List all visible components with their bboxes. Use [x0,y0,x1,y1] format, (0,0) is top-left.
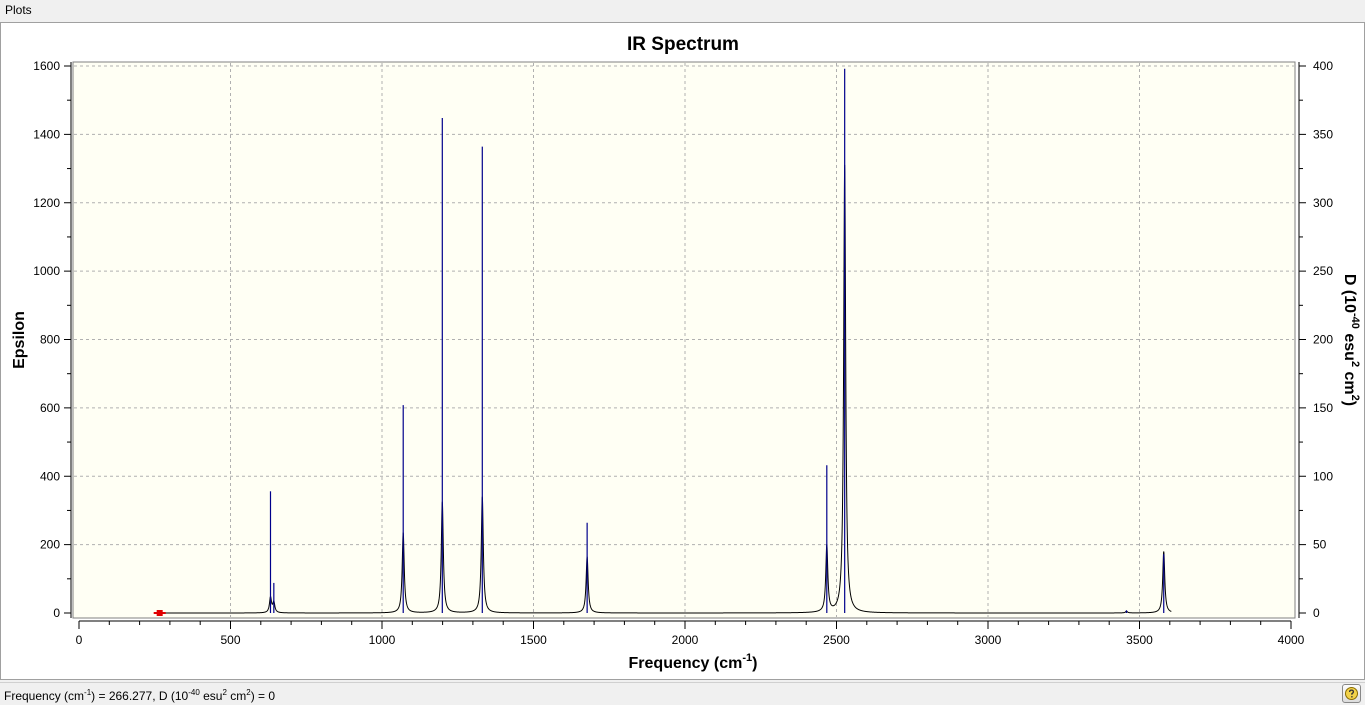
x-axis-label-base: Frequency (cm [629,655,743,672]
plots-menu[interactable]: Plots [5,3,32,17]
plot-area [72,61,1296,619]
x-tick-label: 3000 [975,633,1002,647]
y-tick-label-left: 400 [40,469,60,483]
status-readout: Frequency (cm-1) = 266.277, D (10-40 esu… [4,688,275,703]
x-tick-label: 3500 [1126,633,1153,647]
x-tick-label: 4000 [1278,633,1305,647]
status-value: ) = 0 [250,689,276,703]
y2-label-part-4: cm [1341,367,1358,395]
status-bar: Frequency (cm-1) = 266.277, D (10-40 esu… [0,682,1365,705]
y-tick-label-right: 100 [1313,469,1333,483]
x-tick-label: 500 [220,633,240,647]
y-tick-label-right: 400 [1313,59,1333,73]
y-tick-label-left: 1000 [33,264,60,278]
y2-label-part-0: D (10 [1341,274,1358,313]
chart-title: IR Spectrum [627,34,739,55]
y-tick-label-left: 1600 [33,59,60,73]
status-cm-text: cm [226,689,247,703]
help-button[interactable] [1342,684,1361,703]
y-tick-label-right: 0 [1313,606,1320,620]
x-tick-label: 2000 [672,633,699,647]
status-freq-label: Frequency (cm [4,689,85,703]
status-freq-sup: -1 [84,688,92,697]
x-tick-label: 2500 [823,633,850,647]
status-d-after: esu [199,689,223,703]
y-axis-label-left: Epsilon [11,311,28,369]
status-cm-sup: 2 [246,688,251,697]
y-tick-label-right: 250 [1313,264,1333,278]
y-tick-label-right: 150 [1313,401,1333,415]
y-tick-label-left: 800 [40,333,60,347]
y-tick-label-right: 300 [1313,196,1333,210]
x-tick-label: 1000 [369,633,396,647]
y-tick-label-left: 1400 [33,127,60,141]
x-tick-label: 1500 [520,633,547,647]
x-axis-label-sup: -1 [742,652,752,664]
ir-spectrum-chart: IR Spectrum 0200400600800100012001400160… [11,34,1361,672]
y2-label-part-2: esu [1341,329,1358,361]
y-tick-label-left: 200 [40,538,60,552]
status-freq-after: ) = 266.277, D (10 [91,689,189,703]
x-axis-label: Frequency (cm-1) [629,652,758,672]
y-tick-label-right: 350 [1313,127,1333,141]
y-tick-label-left: 1200 [33,196,60,210]
x-axis-label-end: ) [752,655,757,672]
status-esu-sup: 2 [222,688,227,697]
y2-label-part-3: 2 [1349,361,1361,367]
plot-panel: IR Spectrum 0 200 400 600 800 1000 1200 1400 160… [0,22,1365,680]
y-tick-label-left: 600 [40,401,60,415]
y-axis-label-right: D (10-40 esu2 cm2) [1341,274,1361,406]
y-tick-label-left: 0 [53,606,60,620]
y2-label-part-6: ) [1341,401,1358,406]
x-tick-label: 0 [76,633,83,647]
menu-bar: Plots [0,0,1365,20]
cursor-marker [156,610,163,616]
y-tick-label-right: 200 [1313,333,1333,347]
spectrum-line [155,164,1172,614]
y2-label-part-1: -40 [1349,313,1361,329]
y-tick-label-right: 50 [1313,538,1327,552]
help-icon [1345,687,1358,700]
status-d-sup: -40 [188,688,200,697]
y2-label-part-5: 2 [1349,395,1361,401]
